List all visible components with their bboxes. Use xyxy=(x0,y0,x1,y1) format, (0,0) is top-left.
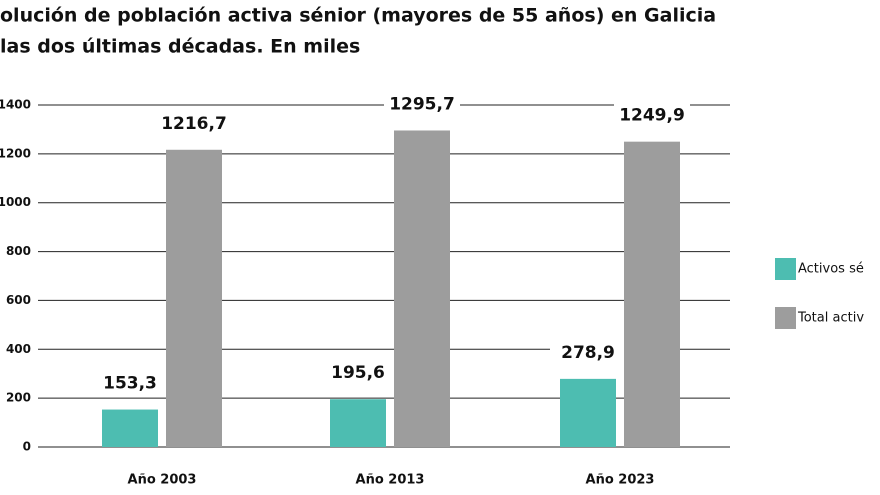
label-bg xyxy=(92,371,168,396)
y-tick-label: 400 xyxy=(6,342,31,356)
chart-subtitle: las dos últimas décadas. En miles xyxy=(0,36,360,58)
legend-label: Activos sé xyxy=(798,262,864,277)
y-tick-label: 0 xyxy=(23,440,31,454)
y-tick-label: 600 xyxy=(6,293,31,307)
x-tick-label: Año 2003 xyxy=(128,473,197,488)
y-tick-label: 1000 xyxy=(0,195,31,209)
bar xyxy=(102,409,158,447)
label-bg xyxy=(550,340,626,365)
value-label: 195,6 xyxy=(331,363,385,383)
bar xyxy=(330,399,386,447)
y-tick-label: 800 xyxy=(6,244,31,258)
value-label: 278,9 xyxy=(561,343,615,363)
label-bg xyxy=(614,103,690,128)
legend-swatch xyxy=(775,258,796,280)
legend-label: Total activ xyxy=(797,311,864,326)
label-bg xyxy=(384,92,460,117)
value-label: 1295,7 xyxy=(389,94,455,114)
value-label: 153,3 xyxy=(103,374,157,394)
y-tick-label: 1200 xyxy=(0,146,31,160)
y-tick-label: 1400 xyxy=(0,98,31,112)
value-label: 1216,7 xyxy=(161,114,227,134)
y-tick-label: 200 xyxy=(6,391,31,405)
label-bg xyxy=(320,361,396,386)
x-tick-label: Año 2013 xyxy=(356,473,425,488)
legend-swatch xyxy=(775,307,796,329)
bar xyxy=(166,149,222,447)
chart-title: olución de población activa sénior (mayo… xyxy=(0,5,716,27)
label-bg xyxy=(156,111,232,136)
bar xyxy=(560,378,616,447)
bar xyxy=(624,141,680,447)
bar xyxy=(394,130,450,447)
value-label: 1249,9 xyxy=(619,106,685,126)
x-tick-label: Año 2023 xyxy=(586,473,655,488)
